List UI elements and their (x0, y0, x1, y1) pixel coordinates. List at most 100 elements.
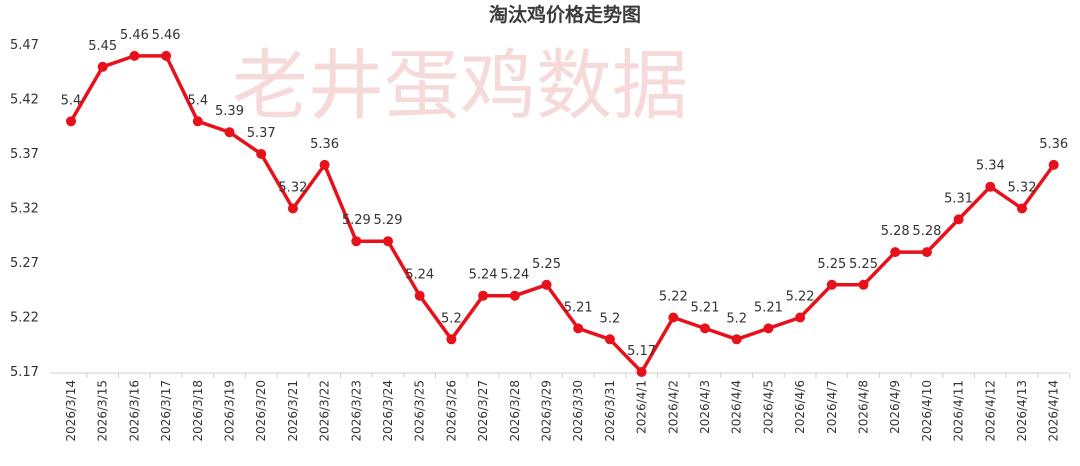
data-point (478, 290, 489, 301)
y-tick-label: 5.37 (10, 147, 39, 162)
data-point (351, 236, 362, 247)
y-axis: 5.17 5.22 5.27 5.32 5.37 5.42 5.47 (10, 38, 39, 380)
data-point (890, 247, 901, 258)
x-tick-label: 2026/3/18 (191, 380, 205, 442)
data-point (383, 236, 393, 247)
data-point (66, 116, 76, 127)
data-point (129, 50, 140, 61)
data-point (414, 290, 425, 301)
data-label: 5.29 (374, 213, 403, 228)
data-point (826, 279, 837, 290)
data-point (509, 290, 520, 301)
data-label: 5.2 (726, 311, 747, 326)
x-tick-label: 2026/3/31 (603, 380, 617, 442)
data-point (731, 334, 742, 345)
x-axis: 2026/3/14 2026/3/15 2026/3/16 2026/3/17 2026… (50, 372, 1071, 442)
x-tick-label: 2026/3/23 (349, 380, 363, 442)
data-point (541, 279, 552, 290)
data-label: 5.25 (849, 257, 878, 272)
data-label: 5.39 (215, 104, 244, 119)
data-label: 5.21 (754, 300, 783, 315)
data-label: 5.34 (976, 159, 1005, 174)
data-label: 5.29 (342, 213, 371, 228)
data-label: 5.2 (600, 311, 621, 326)
data-label: 5.25 (532, 257, 561, 272)
watermark: 老井蛋鸡数据 (232, 41, 688, 130)
data-point (287, 203, 298, 214)
y-tick-label: 5.47 (10, 38, 39, 53)
data-label: 5.36 (310, 137, 339, 152)
chart-title: 淘汰鸡价格走势图 (489, 3, 641, 26)
series-layer: 5.45.455.46 5.465.45.395.375.325.365.29 5.… (61, 28, 1068, 377)
x-tick-label: 2026/3/14 (64, 380, 78, 442)
data-label: 5.32 (278, 181, 307, 196)
data-point (192, 116, 203, 127)
data-label: 5.2 (441, 311, 462, 326)
series-line (69, 54, 1056, 374)
x-tick-label: 2026/3/30 (571, 380, 585, 442)
x-tick-label: 2026/4/10 (920, 380, 934, 442)
data-label: 5.45 (88, 39, 117, 54)
y-tick-label: 5.17 (10, 365, 39, 380)
data-label: 5.21 (564, 300, 593, 315)
x-tick-label: 2026/4/13 (1015, 380, 1029, 442)
data-label: 5.17 (627, 344, 656, 359)
x-tick-label: 2026/4/12 (983, 380, 997, 442)
y-tick-label: 5.27 (10, 256, 39, 271)
data-label: 5.32 (1008, 181, 1037, 196)
data-point (636, 367, 647, 377)
x-tick-label: 2026/4/9 (888, 380, 902, 434)
x-tick-label: 2026/3/25 (413, 380, 427, 442)
y-tick-label: 5.42 (10, 93, 39, 108)
data-point (446, 334, 457, 345)
x-tick-label: 2026/3/27 (476, 380, 490, 442)
x-tick-label: 2026/3/28 (508, 380, 522, 442)
x-tick-label: 2026/3/26 (444, 380, 458, 442)
x-tick-label: 2026/4/7 (825, 380, 839, 434)
data-label: 5.46 (152, 28, 181, 43)
data-point (668, 312, 679, 323)
x-tick-label: 2026/3/21 (286, 380, 300, 442)
data-label: 5.4 (61, 93, 82, 108)
x-tick-label: 2026/4/14 (1047, 380, 1061, 442)
data-label: 5.36 (1039, 137, 1068, 152)
x-tick-label: 2026/4/8 (857, 380, 871, 434)
x-tick-label: 2026/4/4 (730, 380, 744, 434)
data-point (763, 323, 774, 334)
data-point (985, 181, 996, 192)
data-point (858, 279, 869, 290)
data-point (161, 50, 172, 61)
data-point (604, 334, 615, 345)
data-point (573, 323, 584, 334)
data-point (700, 323, 710, 334)
x-tick-label: 2026/3/20 (254, 380, 268, 442)
data-label: 5.24 (469, 268, 498, 283)
x-tick-label: 2026/4/2 (666, 380, 680, 434)
x-tick-label: 2026/4/6 (793, 380, 807, 434)
x-tick-label: 2026/3/15 (96, 380, 110, 442)
x-tick-label: 2026/3/17 (159, 380, 173, 442)
data-label: 5.37 (247, 126, 276, 141)
data-point (224, 127, 235, 138)
x-tick-label: 2026/3/22 (318, 380, 332, 442)
data-label: 5.24 (405, 268, 434, 283)
x-tick-label: 2026/4/3 (698, 380, 712, 434)
data-label: 5.28 (881, 224, 910, 239)
data-point (921, 247, 932, 258)
data-point (1017, 203, 1027, 214)
x-tick-label: 2026/3/19 (223, 380, 237, 442)
data-point (97, 61, 108, 72)
data-label: 5.4 (187, 93, 208, 108)
x-tick-label: 2026/4/5 (761, 380, 775, 434)
data-label: 5.46 (120, 28, 149, 43)
x-tick-label: 2026/3/16 (127, 380, 141, 442)
x-tick-label: 2026/4/11 (952, 380, 966, 442)
data-point (256, 149, 267, 159)
x-tick-label: 2026/3/24 (381, 380, 395, 442)
data-label: 5.22 (786, 290, 815, 305)
data-label: 5.28 (912, 224, 941, 239)
data-point (795, 312, 806, 323)
data-point (953, 214, 964, 225)
data-label: 5.22 (659, 290, 688, 305)
